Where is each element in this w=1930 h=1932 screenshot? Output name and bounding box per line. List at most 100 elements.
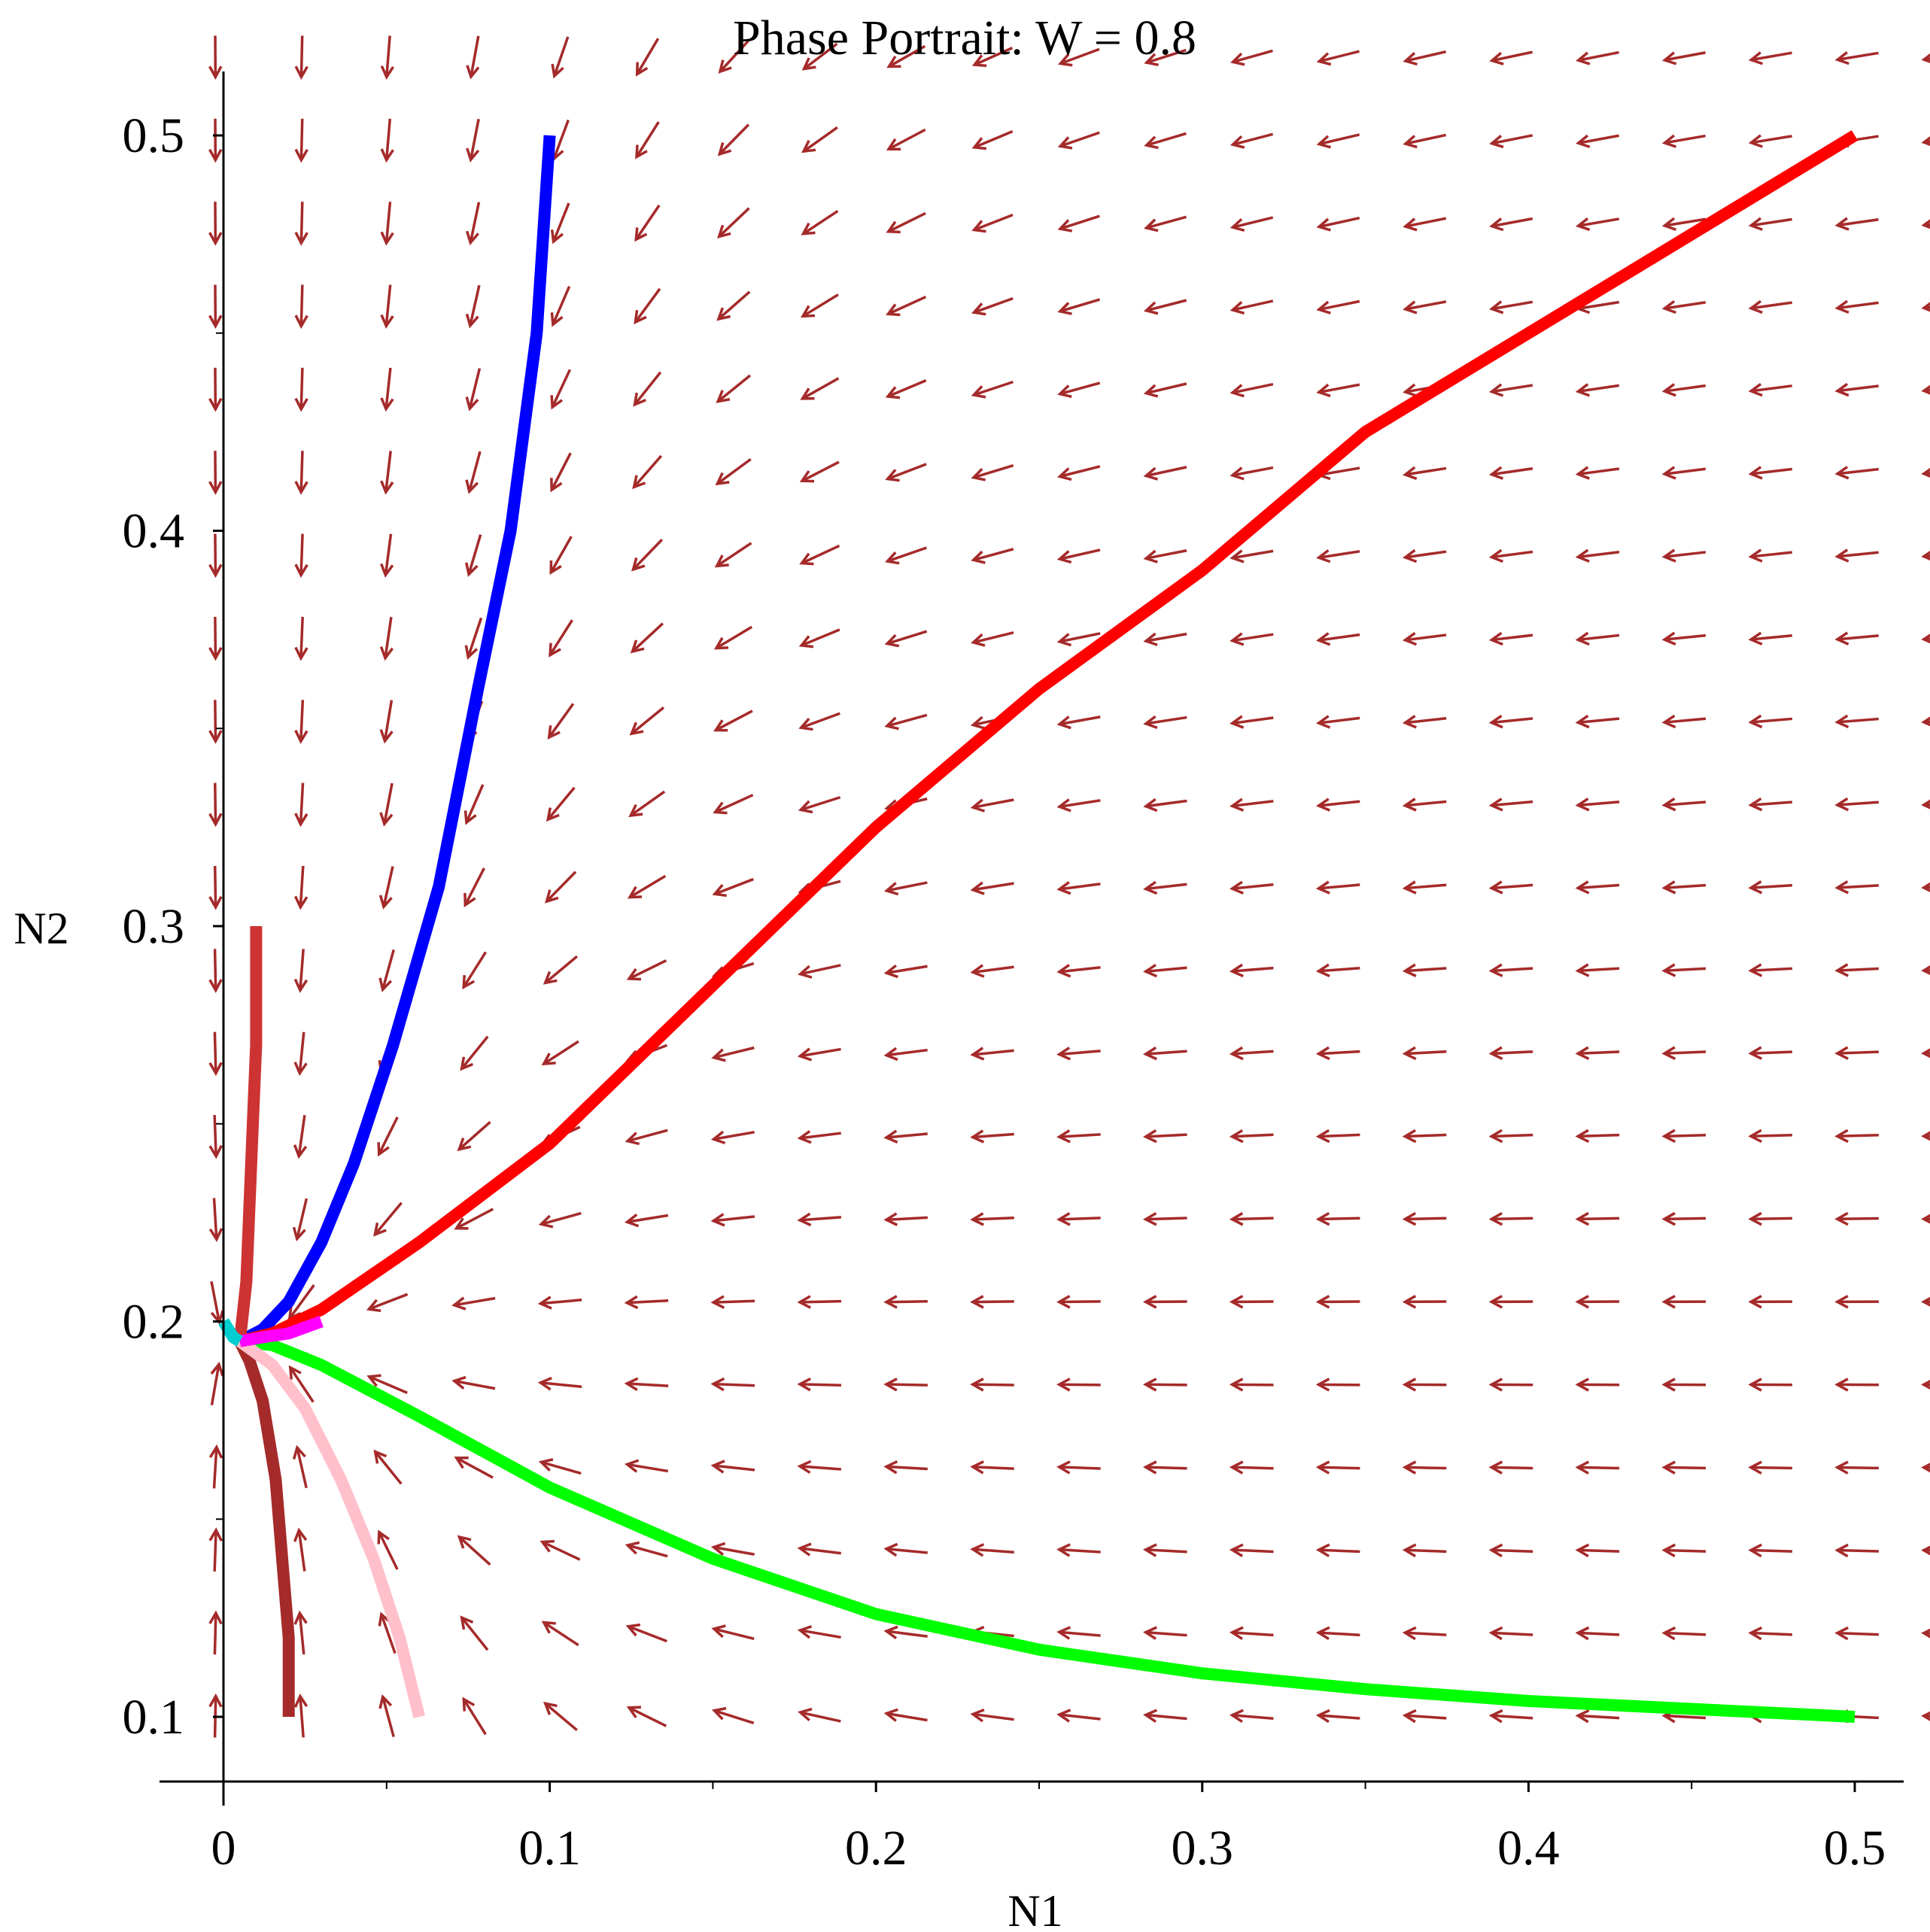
vector-arrow [635, 121, 660, 159]
vector-arrow [1834, 797, 1879, 812]
vector-arrow [1488, 1046, 1533, 1061]
arrow-shaft [1059, 1548, 1101, 1554]
arrow-shaft [799, 1383, 842, 1387]
arrow-head [1143, 466, 1159, 481]
arrow-head [1229, 1129, 1244, 1144]
arrow-head [1315, 1295, 1330, 1309]
arrow-shaft [802, 209, 839, 235]
arrow-head [1056, 881, 1071, 895]
arrow-head [1056, 1626, 1071, 1640]
arrow-shaft [972, 882, 1014, 892]
arrow-shaft [628, 959, 667, 980]
vector-arrow [379, 782, 394, 827]
arrow-shaft [1318, 1548, 1360, 1554]
arrow-head [462, 975, 476, 990]
vector-arrow [1488, 1626, 1533, 1641]
vector-arrow [460, 1035, 489, 1071]
vector-arrow [1056, 1378, 1101, 1392]
vector-arrow [1402, 1543, 1447, 1557]
arrow-shaft [469, 202, 481, 243]
arrow-head [1834, 880, 1849, 895]
arrow-head [1143, 632, 1158, 646]
vector-arrow [624, 1295, 669, 1310]
arrow-head [1575, 1543, 1590, 1558]
arrow-head [1056, 1460, 1071, 1475]
vector-arrow [1834, 51, 1879, 65]
arrow-shaft [886, 1465, 928, 1471]
arrow-head [288, 1365, 302, 1380]
vector-arrow [798, 628, 840, 649]
vector-arrow [544, 870, 577, 904]
arrow-shaft [544, 955, 579, 984]
arrow-head [1229, 632, 1245, 646]
arrow-head [1661, 1543, 1676, 1558]
arrow-shaft [213, 1031, 217, 1074]
arrow-head [1056, 1378, 1071, 1392]
vector-arrow [1834, 217, 1879, 231]
vector-arrow [380, 451, 394, 495]
vector-arrow [1575, 631, 1620, 646]
arrow-shaft [1059, 882, 1101, 891]
arrow-shaft [1145, 632, 1187, 642]
arrow-head [1748, 1211, 1762, 1226]
arrow-shaft [1578, 1466, 1620, 1470]
arrow-shaft [1664, 1133, 1707, 1138]
vector-arrow [1229, 1626, 1274, 1640]
arrow-head [1142, 1295, 1157, 1309]
arrow-shaft [1059, 1466, 1101, 1470]
arrow-head [799, 552, 814, 566]
vector-arrow [630, 622, 664, 654]
vector-arrow [970, 1212, 1014, 1226]
arrow-shaft [1232, 299, 1274, 311]
arrow-head [1315, 1626, 1330, 1641]
arrow-shaft [1059, 632, 1101, 643]
arrow-head [1921, 882, 1930, 892]
vector-arrow [884, 546, 927, 565]
vector-arrow [378, 1694, 395, 1737]
vector-arrow [710, 1377, 755, 1392]
arrow-shaft [384, 533, 393, 576]
arrow-head [208, 397, 223, 412]
vector-arrow [1834, 1460, 1879, 1475]
arrow-head [1921, 1545, 1930, 1556]
arrow-head [1402, 1295, 1417, 1309]
vector-arrow [629, 706, 665, 736]
vector-arrow [800, 293, 839, 318]
arrow-head [208, 895, 223, 910]
vector-arrow [886, 211, 926, 234]
arrow-head [1661, 1211, 1676, 1226]
vector-arrow [210, 1280, 224, 1325]
arrow-head [1921, 1463, 1930, 1473]
trajectory-5 [236, 1336, 425, 1718]
arrow-head [1143, 880, 1158, 895]
x-tick-label: 0 [211, 1821, 236, 1876]
vector-arrow [379, 616, 394, 661]
arrow-head [1748, 1046, 1763, 1060]
vector-arrow [1575, 383, 1620, 397]
arrow-head [1403, 217, 1418, 232]
arrow-head [1661, 299, 1676, 314]
x-tick-label: 0.2 [845, 1821, 907, 1876]
arrow-head [884, 633, 900, 648]
arrow-head [1575, 217, 1591, 232]
vector-arrow [208, 1527, 223, 1572]
arrow-head [635, 144, 648, 159]
vector-arrow [1056, 1626, 1101, 1640]
vector-arrow [970, 1046, 1014, 1061]
vector-arrow [378, 866, 394, 910]
arrow-head [1403, 135, 1418, 149]
arrow-head [1402, 963, 1417, 977]
vector-arrow [1056, 632, 1101, 647]
vector-arrow [1057, 214, 1100, 232]
arrow-head [883, 1708, 898, 1722]
arrow-head [457, 1138, 472, 1152]
vector-arrow [537, 1296, 582, 1310]
vector-arrow [1921, 1545, 1930, 1556]
arrow-shaft [719, 123, 750, 156]
arrow-head [1143, 1046, 1157, 1061]
vector-arrow [883, 1542, 928, 1557]
arrow-shaft [368, 1293, 409, 1311]
arrow-head [883, 1460, 898, 1475]
vector-arrow [883, 1625, 928, 1639]
vector-arrow [713, 625, 753, 650]
